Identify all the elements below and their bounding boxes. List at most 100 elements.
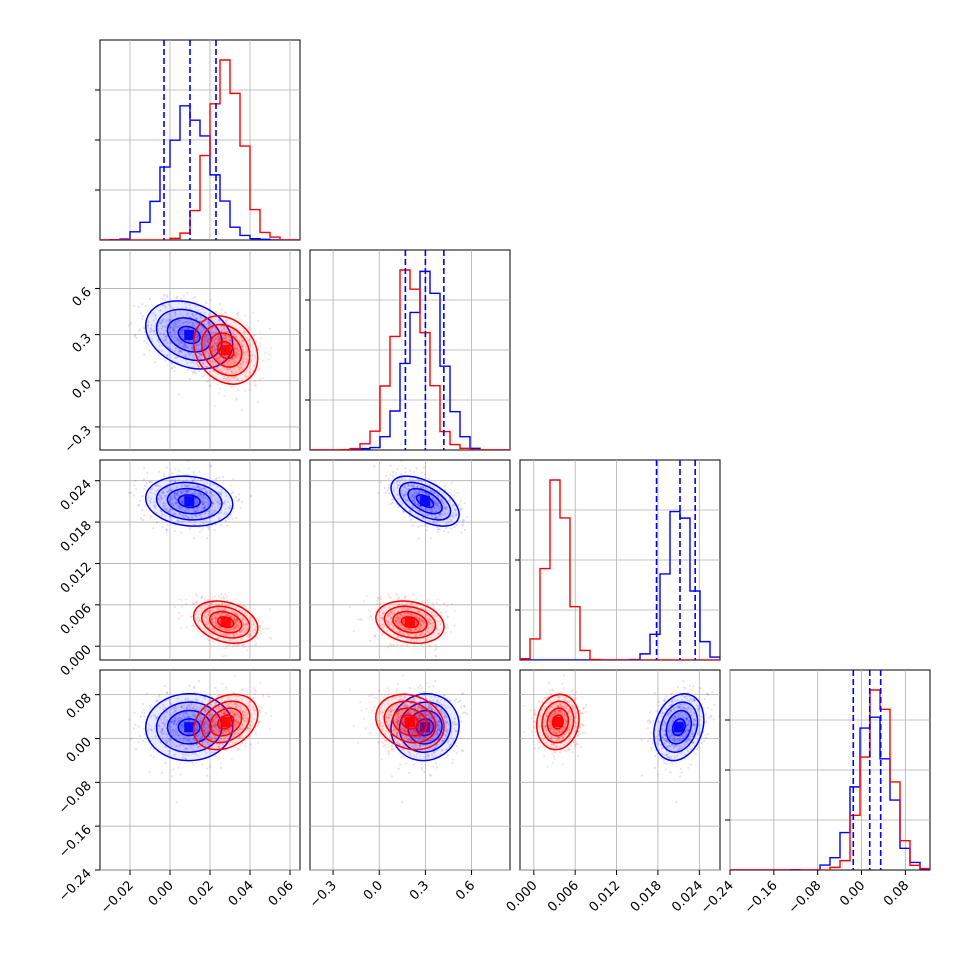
sample-point <box>216 353 220 357</box>
sample-point <box>205 489 208 492</box>
density-peak <box>220 345 231 356</box>
sample-point <box>434 516 437 519</box>
sample-point <box>218 392 221 395</box>
sample-point <box>463 528 466 531</box>
sample-point <box>171 322 174 325</box>
sample-point <box>233 347 236 350</box>
sample-point <box>455 514 458 517</box>
sample-point <box>182 342 185 345</box>
sample-point <box>214 325 217 329</box>
sample-point <box>204 507 207 510</box>
sample-point <box>234 516 238 519</box>
sample-point <box>146 324 150 327</box>
sample-point <box>212 345 215 348</box>
sample-point <box>465 516 469 519</box>
sample-point <box>222 338 225 342</box>
sample-point <box>212 346 215 349</box>
sample-point <box>205 491 208 494</box>
sample-point <box>211 614 214 618</box>
sample-point <box>258 342 261 345</box>
sample-point <box>143 478 146 481</box>
sample-point <box>176 485 179 488</box>
sample-point <box>259 624 262 627</box>
sample-point <box>175 338 178 341</box>
sample-point <box>445 605 448 608</box>
sample-point <box>191 354 194 357</box>
sample-point <box>439 489 442 492</box>
sample-point <box>235 617 238 621</box>
sample-point <box>207 610 211 613</box>
sample-point <box>170 318 173 321</box>
sample-point <box>247 326 250 329</box>
sample-point <box>432 520 435 523</box>
sample-point <box>198 505 201 508</box>
sample-point <box>219 493 223 496</box>
sample-point <box>153 329 157 332</box>
sample-point <box>231 332 234 335</box>
sample-point <box>186 484 190 487</box>
sample-point <box>214 523 217 526</box>
sample-point <box>206 622 209 626</box>
sample-point <box>146 326 149 329</box>
sample-point <box>207 320 210 323</box>
sample-point <box>156 339 159 342</box>
sample-point <box>426 598 429 602</box>
sample-point <box>211 501 214 504</box>
sample-point <box>196 338 199 341</box>
sample-point <box>219 614 222 617</box>
sample-point <box>137 503 140 506</box>
sample-point <box>248 633 251 637</box>
sample-point <box>199 332 203 335</box>
sample-point <box>256 636 259 640</box>
sample-point <box>234 620 237 623</box>
sample-point <box>248 344 251 347</box>
sample-point <box>177 506 181 509</box>
sample-point <box>134 334 137 337</box>
sample-point <box>204 630 207 633</box>
sample-point <box>165 508 168 511</box>
sample-point <box>218 476 221 479</box>
sample-point <box>134 487 138 491</box>
sample-point <box>268 608 271 611</box>
sample-point <box>167 320 170 323</box>
sample-point <box>256 618 259 621</box>
sample-point <box>237 492 241 496</box>
sample-point <box>422 466 426 469</box>
sample-point <box>174 334 177 338</box>
sample-point <box>234 626 237 629</box>
sample-point <box>418 511 421 514</box>
sample-point <box>183 341 186 345</box>
sample-point <box>241 344 244 347</box>
sample-point <box>238 353 241 356</box>
sample-point <box>221 603 224 606</box>
sample-point <box>156 488 159 491</box>
sample-point <box>377 492 380 495</box>
sample-point <box>221 338 224 341</box>
sample-point <box>223 607 227 610</box>
sample-point <box>193 490 196 494</box>
sample-point <box>196 501 199 505</box>
sample-point <box>185 320 188 323</box>
sample-point <box>199 330 202 333</box>
sample-point <box>270 637 273 640</box>
sample-point <box>203 344 206 347</box>
sample-point <box>215 356 218 360</box>
density-peak <box>404 617 415 628</box>
sample-point <box>210 490 213 494</box>
sample-point <box>197 612 200 615</box>
sample-point <box>396 594 399 597</box>
sample-point <box>191 485 195 488</box>
sample-point <box>169 480 172 483</box>
sample-point <box>205 603 208 606</box>
sample-point <box>410 495 413 498</box>
sample-point <box>235 622 238 625</box>
sample-point <box>179 505 183 508</box>
sample-point <box>207 321 210 324</box>
sample-point <box>219 502 222 506</box>
sample-point <box>170 489 173 492</box>
sample-point <box>224 511 227 514</box>
sample-point <box>216 383 219 386</box>
sample-point <box>427 477 431 480</box>
sample-point <box>445 631 448 634</box>
sample-point <box>225 377 228 380</box>
